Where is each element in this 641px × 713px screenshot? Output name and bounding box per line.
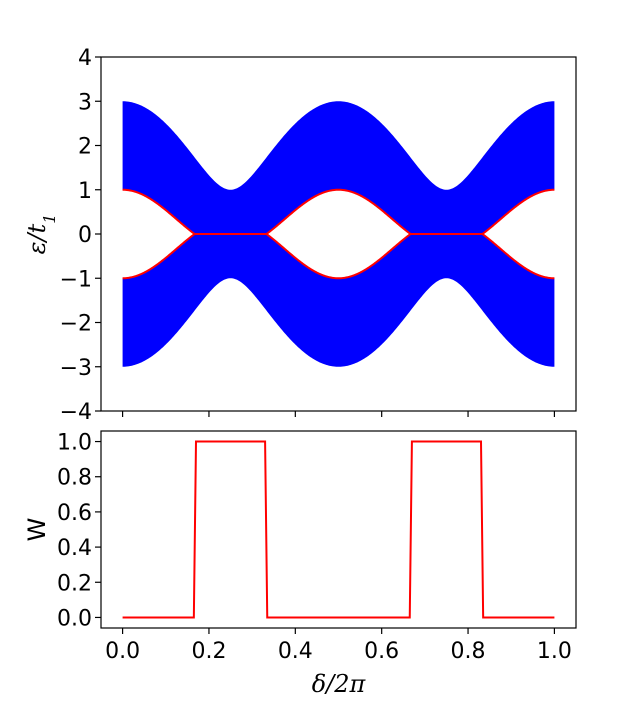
lower-edge-state-line	[122, 233, 555, 280]
band-structure-y-ticks: 4 3 2 1 0 −1 −2 −3 −4	[60, 46, 101, 425]
band-fill-group	[122, 101, 555, 367]
lower-band-fill	[122, 234, 555, 367]
x-tick-label: 0.4	[278, 639, 313, 664]
y-tick-label: −2	[60, 312, 92, 337]
y-label-subscript: 1	[40, 214, 59, 224]
winding-number-frame	[100, 430, 577, 629]
x-tick-label: 0.8	[451, 639, 486, 664]
y-tick-label: 0	[78, 223, 92, 248]
y-tick-label: −3	[60, 356, 92, 381]
winding-number-line	[122, 440, 555, 619]
y-tick-label: 0.8	[57, 466, 92, 491]
upper-band-fill	[122, 101, 555, 234]
y-tick-label: 2	[78, 135, 92, 160]
band-structure-x-ticks	[121, 411, 556, 417]
x-tick-label: 1.0	[537, 639, 572, 664]
x-tick-label: 0.6	[364, 639, 399, 664]
y-tick-label: 1	[78, 179, 92, 204]
winding-number-y-axis-label: W	[23, 518, 51, 542]
x-tick-label: 0.2	[191, 639, 226, 664]
y-tick-label: −4	[60, 400, 92, 425]
x-tick-label: 0.0	[105, 639, 140, 664]
y-tick-label: 1.0	[57, 431, 92, 456]
y-tick-label: −1	[60, 267, 92, 292]
y-tick-label: 0.2	[57, 571, 92, 596]
y-tick-label: 4	[78, 46, 92, 71]
y-tick-label: 0.4	[57, 536, 92, 561]
y-tick-label: 0.6	[57, 501, 92, 526]
y-tick-label: 3	[78, 90, 92, 115]
winding-number-panel: 1.00.80.60.40.20.0 0.0 0.2 0.4 0.6 0.8 1.0 W …	[23, 430, 577, 698]
winding-number-x-ticks: 0.0 0.2 0.4 0.6 0.8 1.0	[105, 628, 572, 664]
band-structure-y-axis-label: ε/t1	[23, 214, 59, 255]
y-tick-label: 0.0	[57, 606, 92, 631]
y-label-main: ε/t	[23, 223, 51, 254]
winding-number-y-ticks: 1.0 0.8 0.6 0.4 0.2 0.0	[57, 431, 101, 631]
edge-state-lines	[122, 188, 555, 280]
winding-number-line-group	[122, 440, 555, 619]
winding-number-x-axis-label: δ/2π	[312, 670, 367, 698]
